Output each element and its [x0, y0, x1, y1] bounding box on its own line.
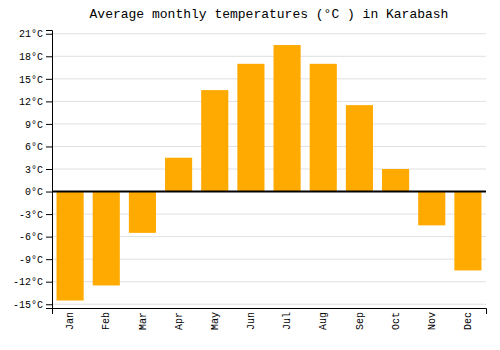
y-tick-label: -3°C — [19, 210, 43, 221]
y-tick: 12°C — [19, 97, 52, 108]
x-tick: Jan — [65, 312, 76, 330]
y-tick-label: 9°C — [25, 120, 43, 131]
bar — [237, 64, 264, 192]
x-tick: Dec — [463, 312, 474, 330]
zero-line — [52, 191, 486, 193]
bar — [201, 90, 228, 191]
bar — [274, 45, 301, 192]
x-axis-line — [53, 309, 487, 315]
x-tick: Nov — [427, 312, 438, 330]
y-tick: 3°C — [25, 165, 52, 176]
bar — [129, 192, 156, 233]
bar — [418, 192, 445, 226]
x-tick-label: Mar — [138, 312, 149, 330]
x-tick: Apr — [174, 312, 185, 330]
x-tick-label: Aug — [318, 312, 329, 330]
chart: -15°C -12°C -9°C -6°C -3°C 0°C 3°C 6°C 9°C 12°C 15… — [0, 0, 500, 350]
x-tick: Oct — [391, 312, 402, 330]
y-tick-label: 15°C — [19, 75, 43, 86]
y-tick-mark — [46, 79, 52, 80]
y-tick-mark — [46, 101, 52, 102]
bar — [346, 105, 373, 191]
y-tick-label: 3°C — [25, 165, 43, 176]
bar — [93, 192, 120, 286]
grid-line — [52, 146, 486, 147]
x-tick: Aug — [318, 312, 329, 330]
bars — [52, 45, 486, 300]
y-tick-mark — [46, 214, 52, 215]
plot: -15°C -12°C -9°C -6°C -3°C 0°C 3°C 6°C 9°C 12°C 15… — [13, 29, 487, 330]
grid-line — [52, 304, 486, 305]
bar — [382, 169, 409, 192]
y-tick: 15°C — [19, 75, 52, 86]
y-tick: -9°C — [19, 255, 52, 266]
y-tick: 0°C — [25, 187, 52, 198]
y-tick-mark — [46, 124, 52, 125]
y-tick-mark — [46, 146, 52, 147]
y-tick-label: 21°C — [19, 29, 43, 40]
y-tick-mark — [46, 169, 52, 170]
y-tick-mark — [46, 259, 52, 260]
y-tick-label: -6°C — [19, 232, 43, 243]
y-tick: 9°C — [25, 120, 52, 131]
bar — [165, 158, 192, 192]
bar — [310, 64, 337, 192]
title: Average monthly temperatures (°C ) in Ka… — [90, 7, 449, 22]
grid-line — [52, 33, 486, 34]
x-tick-label: Nov — [427, 312, 438, 330]
x-tick-label: Dec — [463, 312, 474, 330]
grid-line — [52, 191, 486, 192]
y-tick-label: 12°C — [19, 97, 43, 108]
y-tick-label: 0°C — [25, 187, 43, 198]
grid-line — [52, 78, 486, 79]
x-tick-label: Jul — [282, 312, 293, 330]
y-tick-mark — [46, 304, 52, 305]
y-tick-label: -15°C — [13, 300, 43, 311]
x-axis: Jan Feb Mar Apr May Jun Jul Aug Sep Oct Nov Dec — [53, 309, 487, 331]
x-tick-label: Jan — [65, 312, 76, 330]
y-tick: 6°C — [25, 142, 52, 153]
y-tick: -3°C — [19, 210, 52, 221]
y-tick-label: -9°C — [19, 255, 43, 266]
y-tick-mark — [46, 237, 52, 238]
y-axis: -15°C -12°C -9°C -6°C -3°C 0°C 3°C 6°C 9°C 12°C 15… — [13, 29, 53, 310]
x-tick-label: May — [210, 312, 221, 330]
grid-line — [52, 101, 486, 102]
y-tick: 21°C — [19, 29, 52, 40]
y-tick-mark — [46, 56, 52, 57]
y-tick: -12°C — [13, 277, 52, 288]
grid-line — [52, 169, 486, 170]
x-tick: Feb — [101, 312, 112, 330]
y-tick: -15°C — [13, 300, 52, 311]
grid-line — [52, 56, 486, 57]
x-tick-label: Oct — [391, 312, 402, 330]
y-tick: 18°C — [19, 52, 52, 63]
x-tick: Sep — [355, 312, 366, 330]
y-tick-mark — [46, 282, 52, 283]
grid — [52, 34, 486, 304]
bar — [57, 192, 84, 301]
x-tick: Jul — [282, 312, 293, 330]
x-tick-label: Jun — [246, 312, 257, 330]
y-tick-mark — [46, 192, 52, 193]
x-tick-label: Feb — [101, 312, 112, 330]
y-tick: -6°C — [19, 232, 52, 243]
y-tick-mark — [46, 34, 52, 35]
x-tick: May — [210, 312, 221, 330]
x-tick-label: Apr — [174, 312, 185, 330]
y-tick-label: 6°C — [25, 142, 43, 153]
x-tick-label: Sep — [355, 312, 366, 330]
y-axis-line — [46, 31, 53, 309]
x-tick: Mar — [138, 312, 149, 330]
y-tick-label: 18°C — [19, 52, 43, 63]
y-tick-label: -12°C — [13, 277, 43, 288]
grid-line — [52, 123, 486, 124]
bar — [454, 192, 481, 271]
x-tick: Jun — [246, 312, 257, 330]
